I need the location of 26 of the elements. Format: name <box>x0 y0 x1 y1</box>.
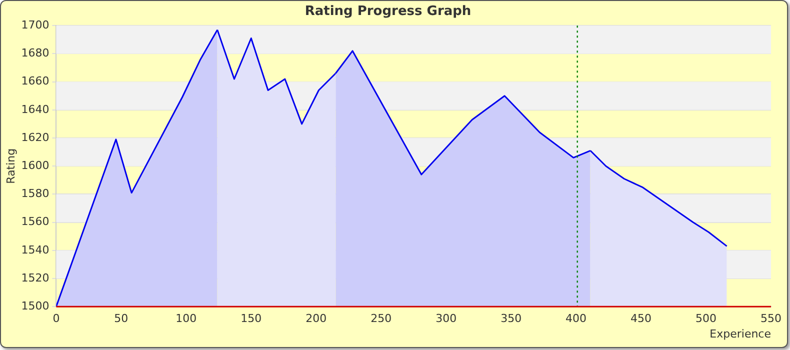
y-tick-label: 1500 <box>21 299 50 312</box>
x-tick-label: 50 <box>114 312 128 326</box>
y-tick-label: 1620 <box>21 130 50 144</box>
x-tick-label: 350 <box>500 312 522 326</box>
y-axis-title: Rating <box>4 148 18 184</box>
y-tick-label: 1520 <box>21 271 50 284</box>
y-tick-label: 1580 <box>21 187 50 200</box>
y-tick-label: 1660 <box>21 74 50 88</box>
x-tick-label: 300 <box>436 312 457 326</box>
y-tick-label: 1640 <box>21 102 50 116</box>
chart-title: Rating Progress Graph <box>304 4 472 20</box>
y-tick-label: 1540 <box>21 243 50 256</box>
y-tick-label: 1600 <box>21 158 50 172</box>
x-tick-label: 200 <box>306 312 327 326</box>
x-tick-label: 450 <box>630 312 652 326</box>
x-axis-title: Experience <box>710 327 772 340</box>
x-tick-label: 0 <box>52 312 60 326</box>
y-tick-label: 1560 <box>21 215 50 228</box>
x-tick-label: 100 <box>176 312 197 326</box>
y-tick-label: 1680 <box>21 46 50 60</box>
y-tick-label: 1700 <box>21 18 50 32</box>
x-tick-label: 400 <box>566 312 587 326</box>
x-tick-label: 550 <box>760 312 782 326</box>
x-tick-label: 500 <box>696 312 717 326</box>
x-tick-label: 150 <box>240 312 262 326</box>
x-tick-label: 250 <box>370 312 392 326</box>
